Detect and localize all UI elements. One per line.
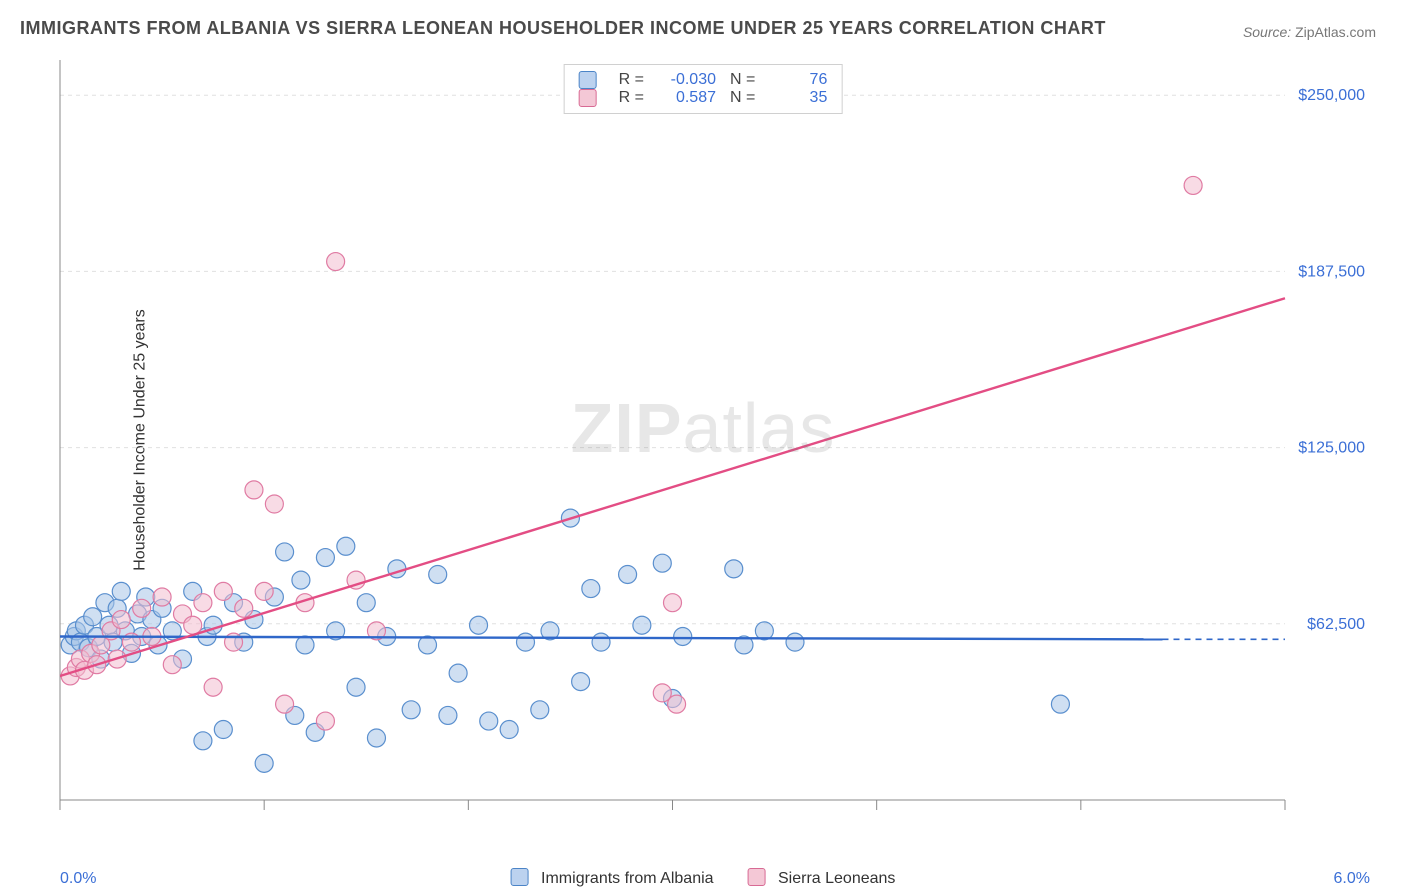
scatter-plot-svg: $62,500 $125,000 $187,500 $250,000	[55, 60, 1375, 840]
legend-item-albania: Immigrants from Albania	[511, 868, 714, 888]
legend-label-albania: Immigrants from Albania	[541, 870, 714, 887]
x-axis-min-label: 0.0%	[60, 870, 96, 888]
stats-row-albania: R = -0.030 N = 76	[579, 71, 828, 89]
source-attribution: Source: ZipAtlas.com	[1243, 24, 1376, 40]
swatch-blue-icon	[579, 71, 597, 89]
plot-area: $62,500 $125,000 $187,500 $250,000	[55, 60, 1375, 840]
legend-label-sierra: Sierra Leoneans	[778, 870, 895, 887]
n-label: N =	[730, 71, 755, 89]
stats-row-sierra: R = 0.587 N = 35	[579, 89, 828, 107]
svg-text:$125,000: $125,000	[1298, 440, 1365, 457]
stats-legend: R = -0.030 N = 76 R = 0.587 N = 35	[564, 64, 843, 114]
bottom-legend: Immigrants from Albania Sierra Leoneans	[511, 868, 896, 888]
swatch-pink-icon	[748, 868, 766, 886]
source-value: ZipAtlas.com	[1295, 24, 1376, 40]
swatch-pink-icon	[579, 89, 597, 107]
svg-text:$250,000: $250,000	[1298, 87, 1365, 104]
r-label: R =	[619, 89, 644, 107]
n-value-sierra: 35	[769, 89, 827, 107]
svg-text:$62,500: $62,500	[1307, 616, 1365, 633]
swatch-blue-icon	[511, 868, 529, 886]
source-label: Source:	[1243, 24, 1291, 40]
n-value-albania: 76	[769, 71, 827, 89]
x-axis-max-label: 6.0%	[1334, 870, 1370, 888]
chart-title: IMMIGRANTS FROM ALBANIA VS SIERRA LEONEA…	[20, 18, 1106, 39]
legend-item-sierra: Sierra Leoneans	[748, 868, 896, 888]
n-label: N =	[730, 89, 755, 107]
r-label: R =	[619, 71, 644, 89]
svg-text:$187,500: $187,500	[1298, 263, 1365, 280]
r-value-albania: -0.030	[658, 71, 716, 89]
r-value-sierra: 0.587	[658, 89, 716, 107]
